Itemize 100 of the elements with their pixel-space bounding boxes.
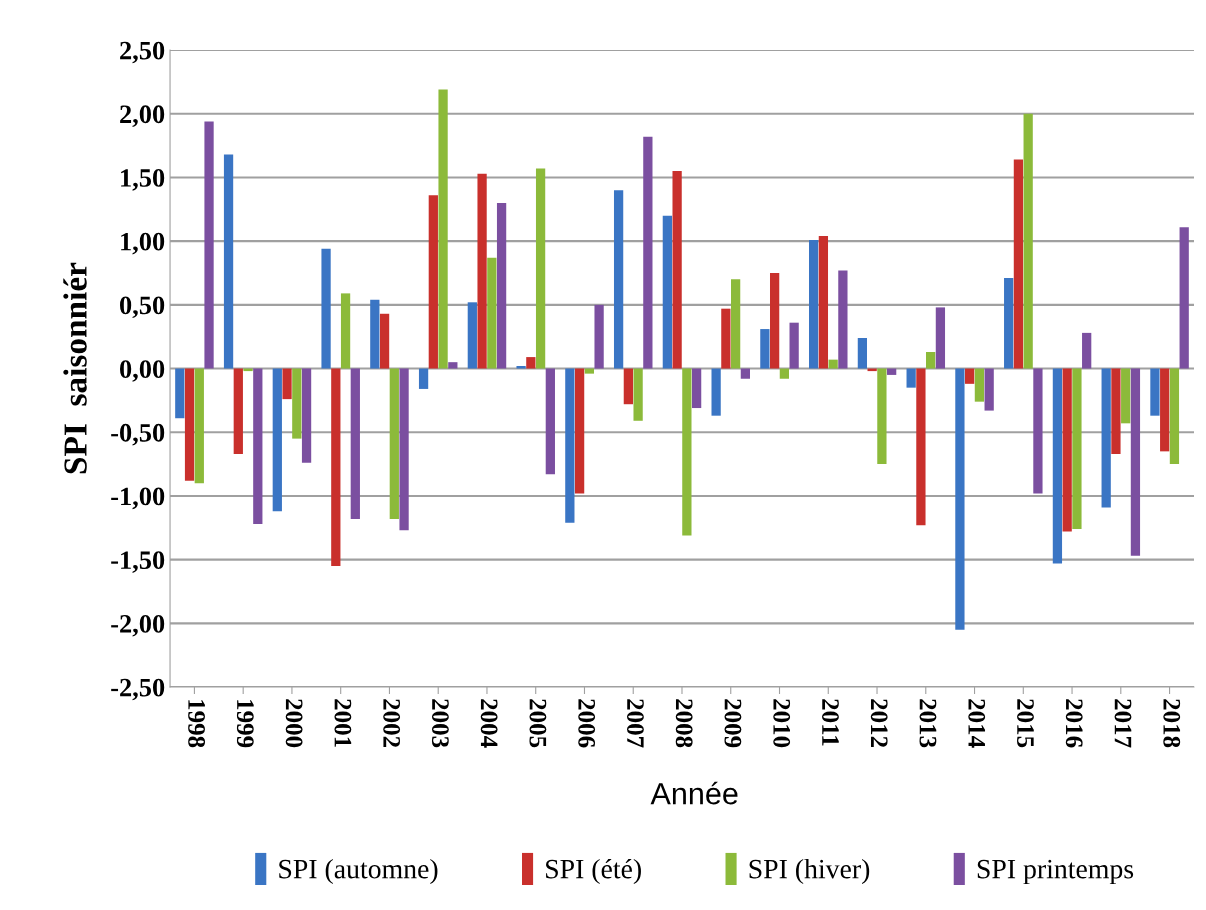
bar: [1013, 159, 1024, 369]
x-tick-label: 2016: [1065, 699, 1083, 748]
y-tick-label: -0,50: [111, 423, 165, 446]
bar: [253, 368, 263, 524]
legend-label: SPI (été): [546, 858, 641, 885]
x-tick-label: 2009: [724, 699, 742, 748]
y-tick-label: -1,00: [111, 487, 165, 510]
bar: [818, 236, 829, 369]
bar: [721, 308, 731, 369]
bar: [418, 368, 429, 389]
bar: [1160, 368, 1170, 452]
y-tick-label: 2,50: [120, 41, 165, 64]
bar: [204, 121, 214, 369]
x-tick-label: 2010: [773, 699, 791, 748]
bar: [955, 368, 965, 630]
bar: [1082, 332, 1092, 369]
bar: [282, 368, 292, 400]
bar: [711, 368, 721, 416]
bar: [740, 368, 751, 379]
bar: [1072, 368, 1082, 530]
bar: [516, 366, 526, 369]
x-tick-label: 2007: [626, 699, 644, 748]
x-tick-label: 1999: [236, 700, 254, 748]
bar: [175, 368, 185, 419]
bar: [789, 322, 799, 369]
bar: [574, 368, 585, 494]
bar: [974, 368, 985, 402]
x-tick-label: 2005: [529, 699, 547, 748]
bar: [1052, 368, 1063, 564]
y-tick-label: 1,00: [121, 232, 165, 255]
bar: [1150, 368, 1160, 416]
x-tick-label: 2006: [578, 699, 596, 748]
y-tick-label: -2,50: [111, 678, 165, 701]
bar: [233, 368, 243, 454]
bar: [301, 368, 312, 463]
bar: [916, 368, 926, 526]
bar: [1023, 113, 1033, 369]
bar: [1179, 227, 1189, 369]
x-tick-label: 2017: [1114, 699, 1132, 748]
bar: [477, 173, 487, 369]
bar: [1169, 368, 1180, 465]
bar: [535, 168, 546, 369]
bar: [926, 351, 936, 369]
bar: [672, 171, 682, 369]
bar: [887, 368, 897, 375]
x-tick-label: 1998: [188, 700, 206, 748]
x-tick-label: 2011: [822, 699, 839, 746]
bar: [1004, 278, 1014, 369]
y-tick-label: -2,00: [111, 614, 165, 637]
bar: [1121, 368, 1131, 424]
legend-label: SPI (automne): [279, 858, 438, 885]
x-tick-label: 2012: [870, 699, 888, 748]
bar: [730, 279, 741, 369]
bar: [428, 195, 438, 369]
bar: [1130, 368, 1141, 556]
bar: [838, 270, 848, 369]
y-tick-label: 1,50: [121, 169, 165, 191]
bar: [565, 368, 575, 523]
bar: [682, 368, 692, 536]
bar: [1062, 368, 1072, 532]
bar: [184, 368, 195, 481]
bar: [526, 357, 536, 369]
bar: [984, 368, 994, 411]
x-tick-label: 2013: [919, 699, 937, 748]
bar: [379, 313, 390, 369]
x-tick-label: 2003: [431, 699, 449, 748]
y-tick-label: 0,00: [120, 360, 165, 382]
bar: [906, 368, 916, 388]
bar: [272, 368, 282, 512]
bar: [623, 368, 633, 405]
legend-label: SPI (hiver): [749, 858, 870, 885]
bar: [828, 359, 838, 369]
y-tick-label: 0,50: [120, 296, 165, 319]
bar: [779, 368, 790, 379]
legend-label: SPI printemps: [977, 859, 1134, 885]
bar: [399, 368, 409, 531]
bar: [350, 368, 360, 519]
bar: [877, 368, 887, 465]
bar: [1033, 368, 1043, 494]
bar: [760, 329, 770, 369]
y-tick-label: -1,50: [111, 551, 165, 573]
x-tick-label: 2014: [968, 699, 986, 748]
bar: [389, 368, 399, 519]
bar: [292, 368, 302, 439]
bar: [613, 190, 624, 369]
bar: [643, 136, 653, 369]
x-tick-label: 2015: [1017, 699, 1034, 748]
bar: [691, 368, 702, 409]
bar: [370, 299, 380, 369]
bar: [223, 154, 234, 369]
bar: [467, 302, 477, 369]
bar: [438, 89, 448, 369]
x-axis-title: Année: [650, 781, 738, 805]
bar: [321, 248, 331, 369]
x-tick-label: 2008: [675, 699, 693, 748]
y-axis-title: SPI saisonniér: [63, 262, 87, 474]
x-tick-label: 2018: [1163, 699, 1181, 748]
bar: [496, 202, 507, 369]
x-tick-label: 2000: [285, 699, 303, 748]
bar: [487, 257, 497, 369]
